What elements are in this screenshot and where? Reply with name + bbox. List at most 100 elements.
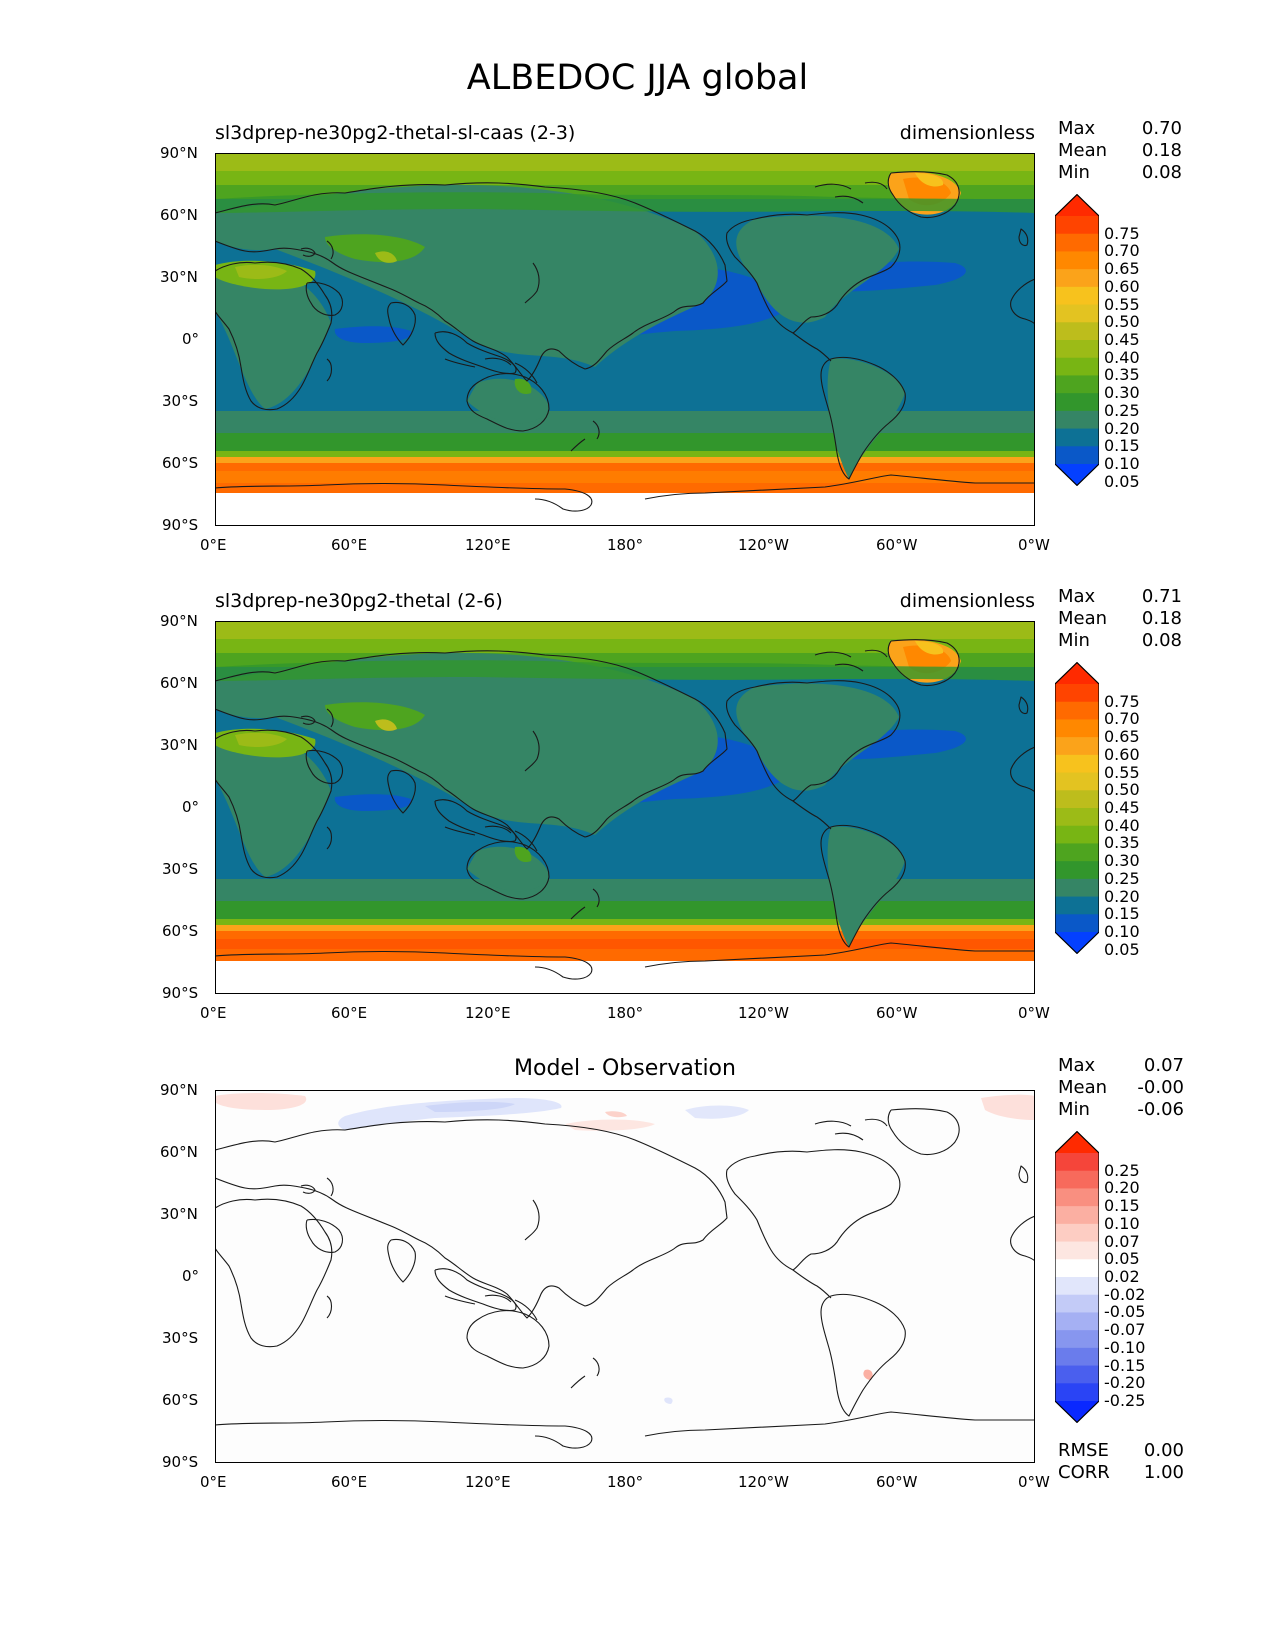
panel2-stat-min-label: Min	[1058, 630, 1090, 651]
panel1-colorbar-swatch	[1055, 340, 1099, 359]
panel1-colorbar-tick-label: 0.10	[1104, 454, 1140, 473]
panel2-colorbar-swatch	[1055, 719, 1099, 738]
panel3-colorbar-swatch	[1055, 1294, 1099, 1313]
panel1-stat-mean-label: Mean	[1058, 140, 1108, 161]
panel3-ytick-90s: 90°S	[162, 1453, 199, 1471]
panel2-ytick-60s: 60°S	[162, 922, 199, 940]
panel1-colorbar-swatch	[1055, 251, 1099, 270]
panel2-map	[215, 621, 1035, 994]
panel3-colorbar-extend-top	[1055, 1131, 1099, 1153]
panel3-stat-min-label: Min	[1058, 1099, 1090, 1120]
panel1-ytick-60n: 60°N	[160, 206, 198, 224]
panel1-colorbar-tick-label: 0.30	[1104, 383, 1140, 403]
panel3-colorbar-tick-label: -0.15	[1104, 1355, 1146, 1375]
panel3-colorbar-tick-label: 0.15	[1104, 1196, 1140, 1216]
panel3-xtick-60w: 60°W	[876, 1473, 918, 1491]
panel3-xtick-60e: 60°E	[331, 1473, 368, 1491]
panel2-stat-min-value: 0.08	[1141, 630, 1182, 651]
panel3-stat-max-label: Max	[1058, 1055, 1096, 1076]
panel1-colorbar	[1055, 194, 1099, 486]
panel1-colorbar-swatch	[1055, 393, 1099, 412]
panel1-colorbar-tick-label: 0.45	[1104, 330, 1140, 349]
panel3-stat-max-value: 0.07	[1143, 1055, 1184, 1076]
panel1-colorbar-tick-label: 0.05	[1104, 471, 1140, 491]
panel3-xtick-0w: 0°W	[1018, 1473, 1050, 1491]
panel2-units: dimensionless	[899, 590, 1035, 612]
panel2-colorbar-tick-label: 0.75	[1104, 691, 1140, 711]
panel2-colorbar-tick-label: 0.20	[1104, 886, 1140, 906]
panel2-stat-mean-label: Mean	[1058, 608, 1108, 629]
panel2-colorbar-tick-label: 0.60	[1104, 744, 1140, 764]
panel2-stat-mean-value: 0.18	[1141, 608, 1182, 629]
panel3-stat-min-value: -0.06	[1137, 1099, 1184, 1120]
panel3-colorbar-tick-label: -0.20	[1104, 1373, 1146, 1393]
panel2-colorbar-swatch	[1055, 754, 1099, 774]
panel3-colorbar-swatch	[1055, 1383, 1099, 1402]
panel1-units: dimensionless	[899, 122, 1035, 144]
panel3-stat-mean-label: Mean	[1058, 1077, 1108, 1098]
panel2-colorbar-tick-label: 0.65	[1104, 727, 1140, 747]
panel3-colorbar-swatch	[1055, 1312, 1099, 1331]
panel1-stat-max-value: 0.70	[1141, 118, 1182, 139]
panel3-field	[215, 1090, 1035, 1463]
panel3-ytick-60n: 60°N	[160, 1143, 198, 1161]
panel3-title: Model - Observation	[514, 1056, 736, 1081]
panel3-colorbar-swatch	[1055, 1277, 1099, 1296]
panel3-ytick-60s: 60°S	[162, 1391, 199, 1409]
panel1-colorbar-tick-label: 0.60	[1104, 276, 1140, 296]
panel3-colorbar-tick-label: -0.02	[1104, 1284, 1146, 1304]
panel2-ytick-60n: 60°N	[160, 674, 198, 692]
panel2-title: sl3dprep-ne30pg2-thetal (2-6)	[215, 590, 503, 612]
panel1-xtick-0e: 0°E	[200, 536, 227, 554]
panel3-colorbar-swatch	[1055, 1259, 1099, 1278]
panel1-colorbar-tick-label: 0.15	[1104, 436, 1140, 456]
panel3-ytick-30n: 30°N	[160, 1205, 198, 1223]
panel1-colorbar-tick-label: 0.25	[1104, 400, 1140, 420]
panel2-colorbar-tick-label: 0.30	[1104, 851, 1140, 871]
panel1-xtick-120e: 120°E	[465, 536, 511, 554]
panel2-ytick-0: 0°	[182, 798, 200, 816]
panel1-stat-min-label: Min	[1058, 162, 1090, 183]
panel2-colorbar-tick-label: 0.55	[1104, 762, 1140, 782]
panel2-colorbar-swatch	[1055, 772, 1099, 791]
panel1-ytick-90n: 90°N	[160, 144, 198, 162]
panel1-colorbar-tick-label: 0.35	[1104, 365, 1140, 385]
panel1-colorbar-tick-label: 0.65	[1104, 259, 1140, 279]
panel2-colorbar-tick-label: 0.10	[1104, 922, 1140, 941]
panel1-colorbar-swatch	[1055, 428, 1099, 447]
panel3-colorbar	[1055, 1131, 1099, 1423]
panel1-colorbar-tick-label: 0.40	[1104, 347, 1140, 367]
panel3-colorbar-outline	[1055, 1131, 1099, 1423]
panel1-colorbar-extend-bottom	[1055, 464, 1099, 486]
panel3-colorbar-tick-label: 0.10	[1104, 1213, 1140, 1233]
panel1-frame	[215, 153, 1035, 526]
panel3-colorbar-swatch	[1055, 1206, 1099, 1225]
panel2-xtick-120w: 120°W	[738, 1004, 789, 1022]
panel2-stat-max-label: Max	[1058, 586, 1096, 607]
panel2-xtick-0w: 0°W	[1018, 1004, 1050, 1022]
panel1-ytick-90s: 90°S	[162, 516, 199, 534]
panel3-colorbar-swatch	[1055, 1153, 1099, 1172]
panel3-colorbar-tick-label: 0.05	[1104, 1249, 1140, 1269]
panel3-xtick-180: 180°	[607, 1473, 644, 1491]
panel2-colorbar-swatch	[1055, 843, 1099, 862]
panel3-corr-label: CORR	[1058, 1462, 1110, 1483]
panel2-colorbar-tick-label: 0.05	[1104, 939, 1140, 959]
panel2-colorbar-swatch	[1055, 878, 1099, 898]
panel1-ytick-0: 0°	[182, 330, 200, 348]
panel1-ytick-30s: 30°S	[162, 392, 199, 410]
panel2-colorbar-swatch	[1055, 790, 1099, 809]
panel1-ytick-30n: 30°N	[160, 268, 198, 286]
panel1-colorbar-swatch	[1055, 286, 1099, 306]
panel1-colorbar-extend-top	[1055, 194, 1099, 216]
panel2-colorbar-swatch	[1055, 701, 1099, 720]
panel2-ytick-30s: 30°S	[162, 860, 199, 878]
panel2-colorbar-extend-top	[1055, 662, 1099, 684]
panel1-colorbar-swatch	[1055, 216, 1099, 235]
panel1-xtick-0w: 0°W	[1018, 536, 1050, 554]
panel2-colorbar-tick-label: 0.15	[1104, 904, 1140, 924]
panel1-colorbar-tick-label: 0.70	[1104, 241, 1140, 261]
panel1-colorbar-tick-label: 0.50	[1104, 312, 1140, 332]
panel2-frame	[215, 621, 1035, 994]
panel1-stat-min-value: 0.08	[1141, 162, 1182, 183]
